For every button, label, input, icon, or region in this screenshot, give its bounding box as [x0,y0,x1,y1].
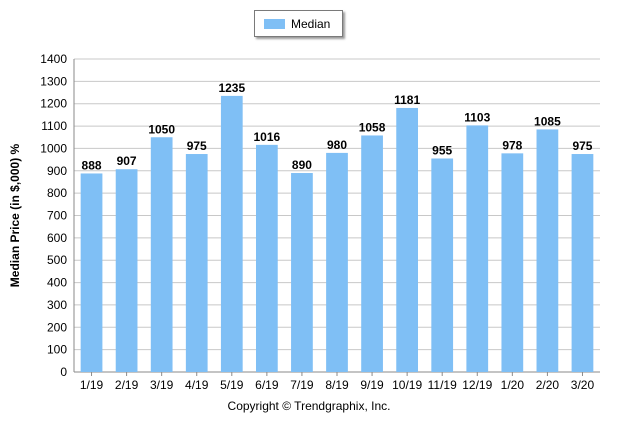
y-tick-label-1400: 1400 [40,52,67,66]
data-label-9-19: 1058 [359,120,386,134]
bar-11-19 [431,158,454,372]
data-label-6-19: 1016 [254,130,281,144]
x-tick-label-4-19: 4/19 [185,378,209,392]
bar-2-19 [115,169,138,372]
bar-5-19 [220,95,243,372]
chart-legend: Median [254,10,343,37]
x-tick-label-11-19: 11/19 [428,378,457,392]
bar-9-19 [361,135,383,372]
y-tick-label-300: 300 [47,298,67,312]
x-tick-label-6-19: 6/19 [255,378,279,392]
bar-2-20 [536,129,559,372]
y-tick-label-1100: 1100 [41,119,67,133]
data-label-3-19: 1050 [148,122,175,136]
y-tick-label-900: 900 [47,164,67,178]
legend-label-median: Median [291,17,331,31]
x-tick-label-3-20: 3/20 [571,378,595,392]
x-tick-label-12-19: 12/19 [462,378,492,392]
y-tick-label-1200: 1200 [40,97,67,111]
bar-3-19 [150,137,173,372]
bar-1-19 [80,173,103,372]
x-tick-label-5-19: 5/19 [220,378,244,392]
data-label-1-19: 888 [82,158,102,172]
y-tick-label-0: 0 [60,365,67,379]
data-label-8-19: 980 [327,138,347,152]
y-tick-label-400: 400 [47,276,67,290]
bar-4-19 [185,154,208,372]
data-label-4-19: 975 [187,139,207,153]
x-tick-label-1-20: 1/20 [501,378,525,392]
data-label-3-20: 975 [572,139,592,153]
data-label-2-19: 907 [117,154,137,168]
data-label-11-19: 955 [432,143,452,157]
x-tick-label-8-19: 8/19 [325,378,349,392]
x-tick-label-9-19: 9/19 [360,378,384,392]
data-label-12-19: 1103 [464,110,490,124]
bar-6-19 [255,144,278,372]
y-tick-label-100: 100 [47,343,67,357]
bar-1-20 [501,153,524,372]
data-label-1-20: 978 [502,138,522,152]
y-tick-label-800: 800 [47,186,67,200]
y-tick-label-600: 600 [47,231,67,245]
y-tick-label-700: 700 [47,209,67,223]
x-tick-label-1-19: 1/19 [80,378,104,392]
x-tick-label-2-19: 2/19 [115,378,139,392]
bar-10-19 [396,107,419,372]
copyright-footer: Copyright © Trendgraphix, Inc. [227,399,391,413]
legend-swatch-median [264,19,285,29]
bar-7-19 [291,173,313,372]
y-tick-label-1300: 1300 [40,74,67,88]
data-label-2-20: 1085 [534,114,561,128]
x-tick-label-2-20: 2/20 [536,378,560,392]
x-tick-label-3-19: 3/19 [150,378,174,392]
bar-12-19 [466,125,489,372]
y-axis-title: Median Price (in $,000) % [8,143,22,287]
y-tick-label-500: 500 [47,253,67,267]
x-tick-label-10-19: 10/19 [392,378,422,392]
data-label-7-19: 890 [292,158,312,172]
bar-3-20 [571,154,594,372]
y-tick-label-1000: 1000 [40,141,67,155]
data-label-10-19: 1181 [394,93,420,107]
y-tick-label-200: 200 [47,320,67,334]
data-label-5-19: 1235 [218,81,245,95]
bar-8-19 [326,152,348,372]
x-tick-label-7-19: 7/19 [290,378,314,392]
